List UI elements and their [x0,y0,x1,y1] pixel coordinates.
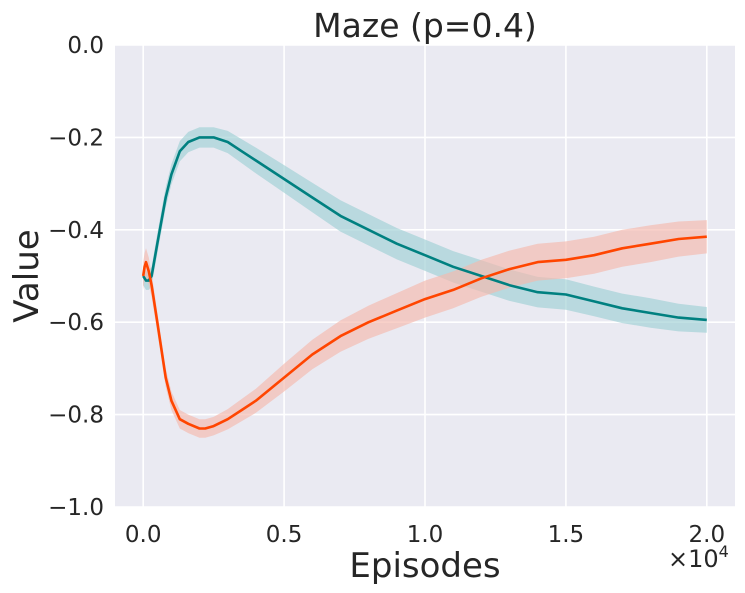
x-axis-title: Episodes [349,546,500,586]
series-1-line [142,136,707,322]
y-tick-label: −0.8 [48,403,104,429]
y-tick-label: −0.4 [48,218,104,244]
y-tick-labels: 0.0 −0.2 −0.4 −0.6 −0.8 −1.0 [48,33,104,521]
y-tick-label: 0.0 [67,33,104,59]
x-tick-label: 1.0 [407,522,444,548]
x-axis-offset-base: ×10 [668,545,719,573]
series-2-band [143,220,707,438]
y-tick-label: −1.0 [48,495,104,521]
y-tick-label: −0.2 [48,125,104,151]
x-axis-offset-label: ×104 [668,542,729,573]
y-axis-title: Value [7,229,47,322]
x-tick-label: 0.0 [125,522,162,548]
grid-lines [115,44,735,508]
x-axis-offset-exponent: 4 [719,542,729,561]
series-2-line [141,235,707,430]
chart-title: Maze (p=0.4) [313,6,537,45]
x-tick-label: 1.5 [548,522,585,548]
y-tick-label: −0.6 [48,310,104,336]
series-lines [141,136,707,430]
x-tick-label: 2.0 [689,522,726,548]
x-tick-labels: 0.0 0.5 1.0 1.5 2.0 [125,522,725,548]
x-tick-label: 0.5 [266,522,303,548]
